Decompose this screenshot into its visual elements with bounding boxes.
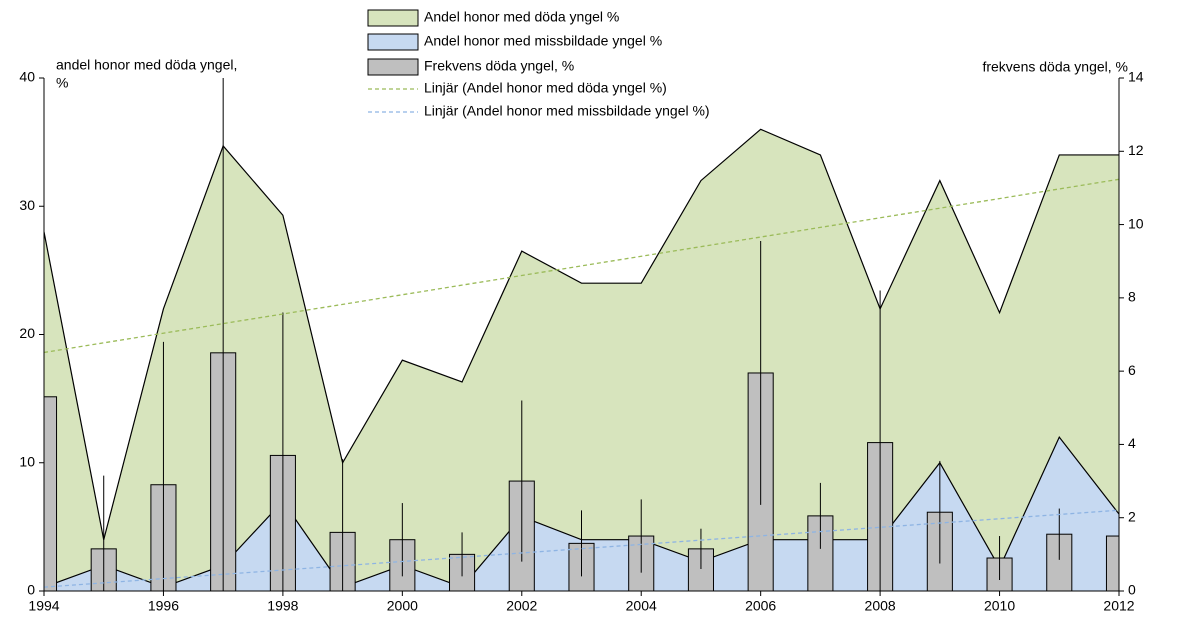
x-tick-label: 1994 — [28, 598, 59, 614]
legend-label: Frekvens döda yngel, % — [424, 58, 574, 74]
y2-tick-label: 4 — [1128, 435, 1136, 451]
y2-axis-label: frekvens döda yngel, % — [982, 59, 1128, 75]
y-tick-label: 30 — [19, 197, 35, 213]
x-tick-label: 2004 — [626, 598, 657, 614]
y-tick-label: 40 — [19, 69, 35, 85]
plot-area — [44, 78, 1119, 591]
y-tick-label: 0 — [27, 582, 35, 598]
x-tick-label: 2010 — [984, 598, 1015, 614]
legend-label: Andel honor med missbildade yngel % — [424, 33, 662, 49]
legend-swatch — [367, 9, 419, 27]
legend-swatch — [367, 33, 419, 51]
y-tick-label: 20 — [19, 325, 35, 341]
legend-label: Linjär (Andel honor med missbildade ynge… — [424, 103, 710, 119]
y-tick-label: 10 — [19, 453, 35, 469]
y2-tick-label: 10 — [1128, 215, 1144, 231]
y2-tick-label: 0 — [1128, 582, 1136, 598]
y2-tick-label: 2 — [1128, 508, 1136, 524]
x-tick-label: 1998 — [267, 598, 298, 614]
y2-tick-label: 6 — [1128, 362, 1136, 378]
y2-tick-label: 14 — [1128, 69, 1144, 85]
area — [44, 129, 1119, 591]
x-tick-label: 2008 — [865, 598, 896, 614]
x-tick-label: 2006 — [745, 598, 776, 614]
y2-tick-label: 8 — [1128, 289, 1136, 305]
bar — [1105, 535, 1119, 591]
legend-label: Linjär (Andel honor med döda yngel %) — [424, 80, 667, 96]
y2-tick-label: 12 — [1128, 142, 1144, 158]
legend-label: Andel honor med döda yngel % — [424, 9, 619, 25]
x-tick-label: 2000 — [387, 598, 418, 614]
legend-swatch — [367, 58, 419, 76]
x-tick-label: 2002 — [506, 598, 537, 614]
trend-line — [44, 509, 1119, 588]
y-axis-label: andel honor med döda yngel, — [56, 57, 237, 73]
area — [44, 437, 1119, 591]
y-axis-label: % — [56, 75, 68, 91]
x-tick-label: 1996 — [148, 598, 179, 614]
x-tick-label: 2012 — [1103, 598, 1134, 614]
